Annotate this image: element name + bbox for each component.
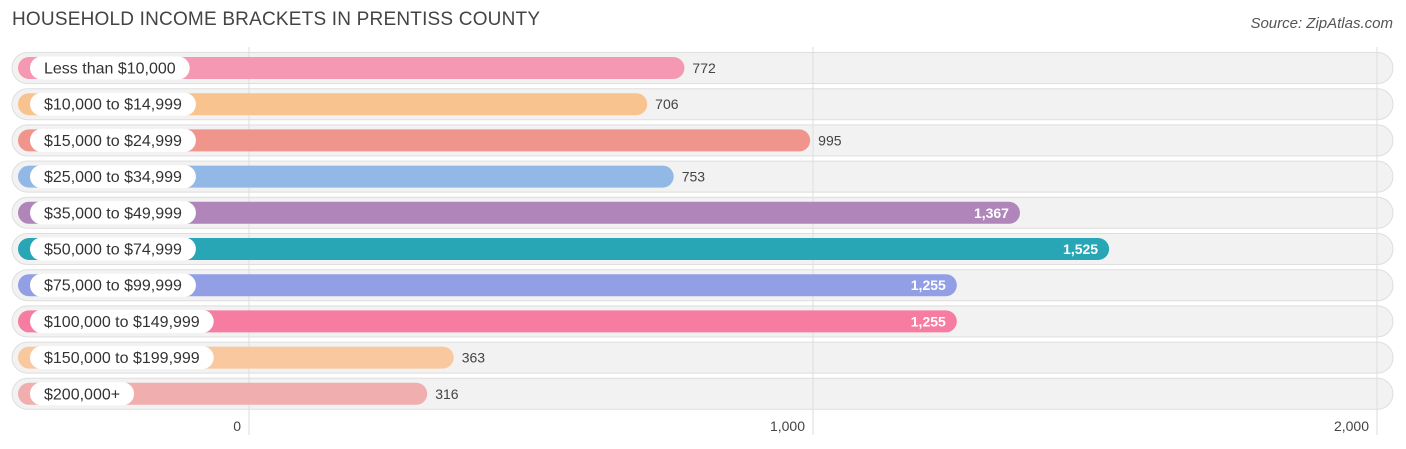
category-label: $75,000 to $99,999 [44,278,182,295]
bar [18,129,811,152]
category-label: $15,000 to $24,999 [44,133,182,150]
bar [18,201,1020,224]
x-tick-label: 1,000 [770,418,805,434]
category-label: Less than $10,000 [44,61,176,78]
category-label: $200,000+ [44,386,120,403]
value-label: 363 [462,350,486,366]
category-pill [30,92,196,116]
category-label: $150,000 to $199,999 [44,350,200,367]
bar [18,238,1110,260]
value-label: 1,255 [911,277,946,293]
category-pill [30,165,196,189]
category-label: $50,000 to $74,999 [44,242,182,259]
value-label: 772 [692,60,716,76]
value-label: 1,525 [1063,241,1098,257]
value-label: 995 [818,132,842,148]
category-pill [30,273,196,297]
value-label: 1,255 [911,313,946,329]
category-pill [30,56,190,80]
category-pill [30,309,214,333]
value-label: 1,367 [974,205,1009,221]
category-label: $35,000 to $49,999 [44,205,182,222]
bar [18,274,957,297]
value-label: 706 [655,96,679,112]
x-tick-label: 2,000 [1334,418,1369,434]
bar [18,310,957,333]
category-label: $25,000 to $34,999 [44,169,182,186]
chart-title: HOUSEHOLD INCOME BRACKETS IN PRENTISS CO… [12,9,541,30]
x-tick-label: 0 [233,418,241,434]
category-pill [30,346,214,370]
value-label: 316 [435,386,459,402]
category-label: $100,000 to $149,999 [44,314,200,331]
category-pill [30,382,135,406]
source-credit: Source: ZipAtlas.com [1250,15,1393,32]
value-label: 753 [682,169,706,185]
category-pill [30,237,196,261]
category-pill [30,201,196,225]
category-label: $10,000 to $14,999 [44,97,182,114]
category-pill [30,128,196,152]
